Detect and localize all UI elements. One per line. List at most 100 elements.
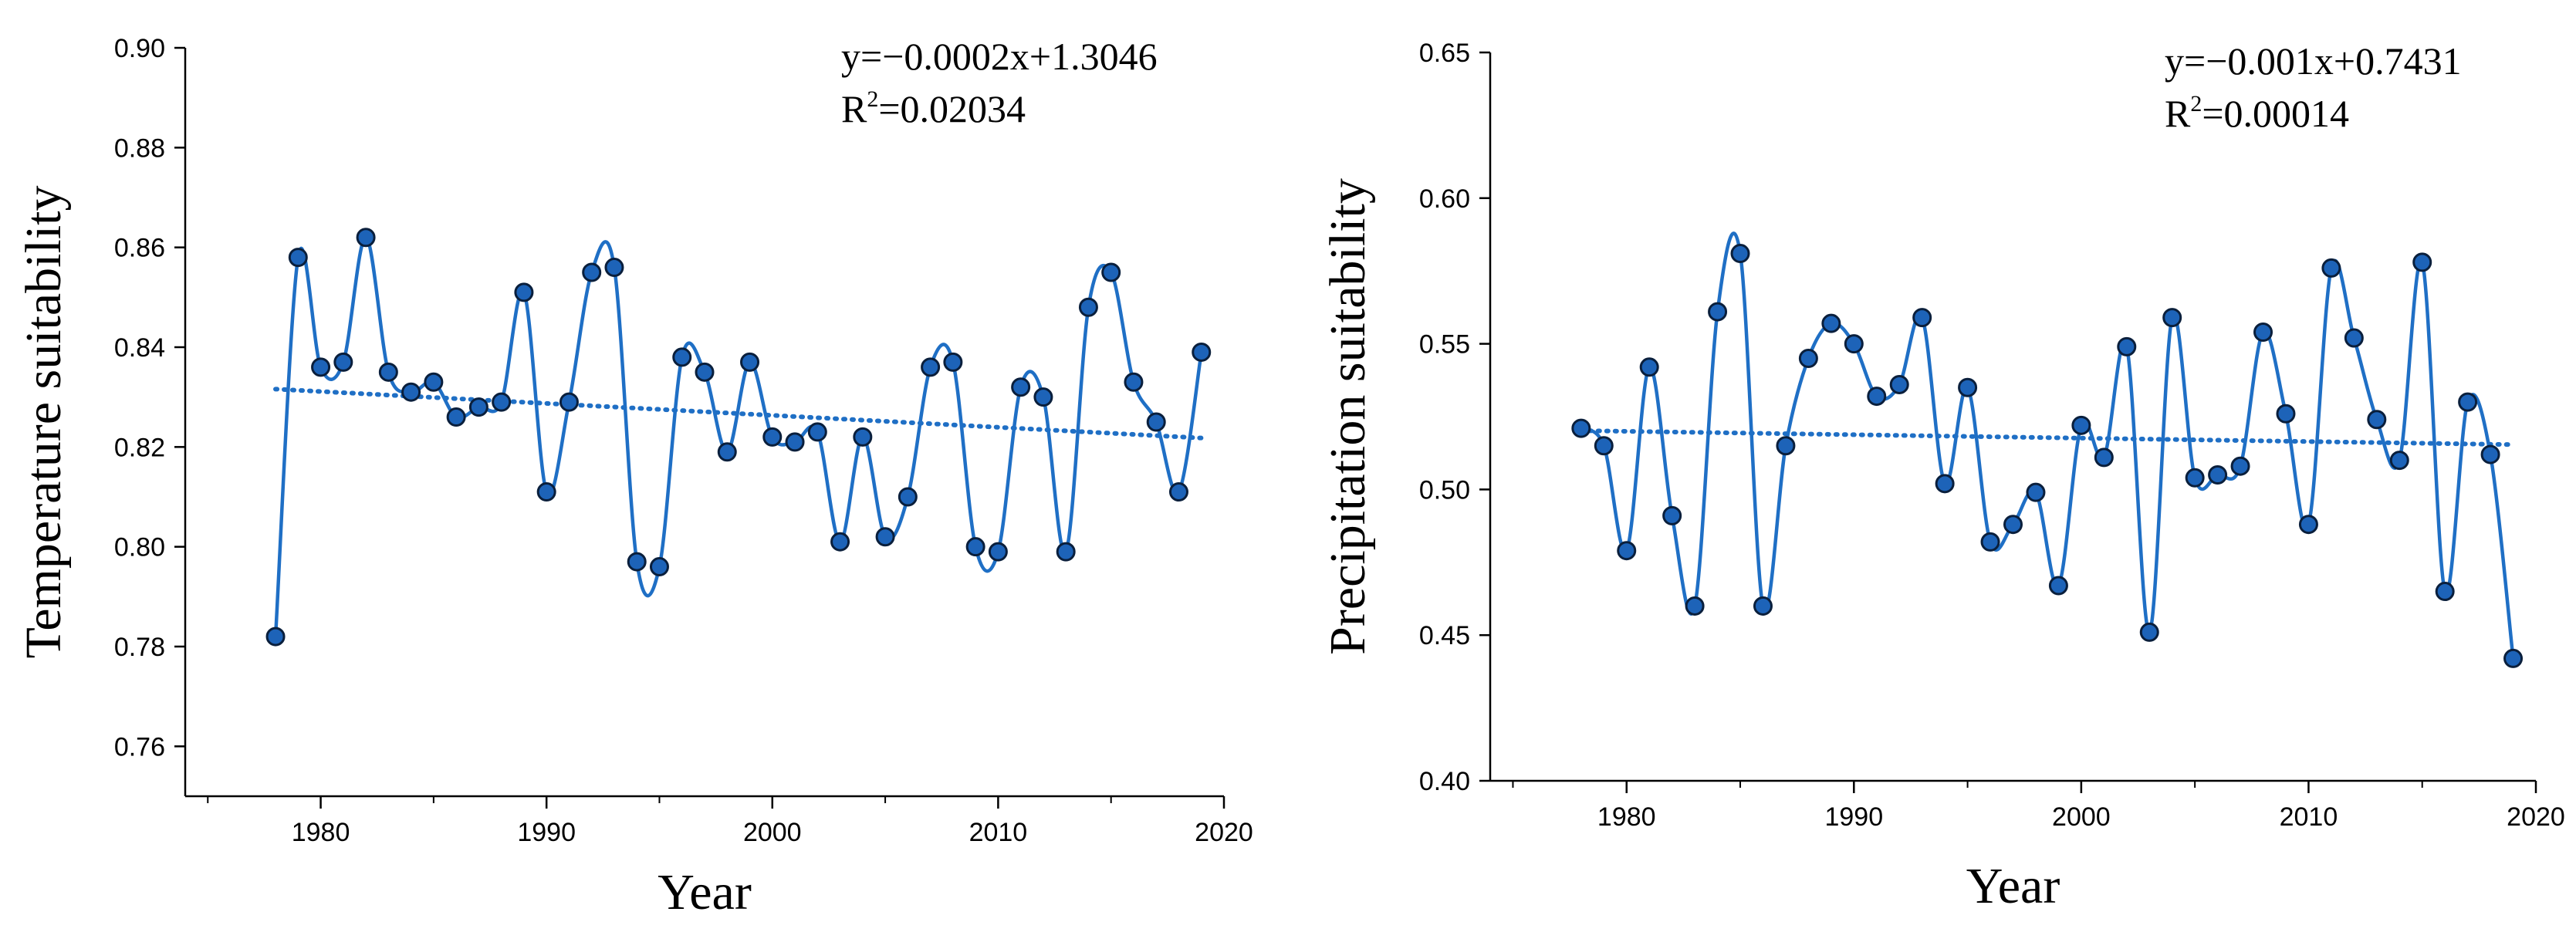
precipitation-data-point: 2019: 0.442 (2503, 648, 2524, 668)
precipitation-data-point: 1988: 0.545 (1798, 348, 1818, 368)
temperature-data-point: 1981: 0.837 (333, 352, 353, 372)
precipitation-x-tick-label: 1980 (1597, 802, 1656, 832)
temperature-y-tick-label: 0.90 (114, 34, 165, 63)
temperature-y-tick-label: 0.82 (114, 433, 165, 462)
temperature-data-point: 1989: 0.851 (514, 282, 534, 302)
temperature-data-point: 2005: 0.802 (875, 527, 895, 547)
precipitation-data-point: 2005: 0.504 (2185, 468, 2205, 488)
temperature-x-tick-label: 2020 (1195, 818, 1253, 847)
temperature-data-point: 2009: 0.8 (965, 537, 985, 557)
precipitation-data-point: 1995: 0.535 (1958, 377, 1978, 397)
precipitation-data-point: 2002: 0.549 (2117, 336, 2137, 356)
precipitation-trend-line (1578, 428, 2516, 447)
precipitation-data-point: 1996: 0.482 (1980, 532, 2000, 552)
temperature-data-point: 2000: 0.822 (762, 427, 783, 447)
temperature-trend-equation: y=−0.0002x+1.3046 (841, 35, 1158, 78)
precipitation-data-point: 1987: 0.515 (1776, 436, 1796, 456)
temperature-data-point: 2011: 0.832 (1011, 377, 1031, 397)
temperature-y-tick-label: 0.80 (114, 533, 165, 562)
temperature-data-point: 1991: 0.829 (559, 392, 579, 412)
precipitation-x-tick-label: 2020 (2507, 802, 2565, 832)
temperature-data-point: 1997: 0.835 (695, 362, 715, 382)
precipitation-data-point: 1997: 0.488 (2003, 515, 2023, 535)
precipitation-data-point: 2004: 0.559 (2162, 308, 2182, 328)
precipitation-y-tick-label: 0.60 (1419, 184, 1470, 214)
temperature-data-point: 2007: 0.836 (921, 357, 941, 377)
temperature-data-point: 2006: 0.81 (898, 487, 918, 507)
temperature-data-point: 1983: 0.835 (378, 362, 398, 382)
temperature-data-point: 1984: 0.831 (401, 382, 421, 402)
precipitation-data-point: 2003: 0.451 (2139, 622, 2159, 642)
temperature-data-point: 1980: 0.836 (311, 357, 331, 377)
temperature-data-point: 2002: 0.823 (807, 422, 827, 442)
precipitation-data-point: 2012: 0.552 (2344, 328, 2364, 348)
temperature-data-point: 1987: 0.828 (468, 397, 488, 417)
precipitation-trend-equation: y=−0.001x+0.7431 (2165, 39, 2462, 83)
precipitation-data-point: 1998: 0.499 (2026, 482, 2046, 502)
temperature-data-point: 1995: 0.796 (649, 557, 669, 577)
precipitation-y-tick-label: 0.45 (1419, 621, 1470, 650)
precipitation-data-point: 2009: 0.526 (2276, 404, 2296, 424)
precipitation-x-tick-label: 2000 (2052, 802, 2111, 832)
precipitation-data-point: 1994: 0.502 (1935, 474, 1955, 494)
temperature-data-point: 2008: 0.837 (943, 352, 963, 372)
precipitation-x-axis-title: Year (1966, 858, 2060, 914)
precipitation-data-point: 1981: 0.542 (1639, 357, 1659, 377)
temperature-y-axis-title: Temperature suitability (15, 185, 72, 658)
temperature-data-point: 2016: 0.833 (1124, 372, 1144, 392)
precipitation-data-point: 1979: 0.515 (1594, 436, 1614, 456)
temperature-data-point: 2017: 0.825 (1146, 412, 1166, 432)
temperature-data-point: 2019: 0.839 (1192, 342, 1212, 362)
precipitation-data-point: 1986: 0.46 (1753, 596, 1773, 616)
temperature-series-line (273, 235, 1203, 637)
precipitation-x-tick-label: 1990 (1824, 802, 1883, 832)
temperature-data-point: 1978: 0.782 (265, 626, 286, 647)
temperature-data-point: 2012: 0.83 (1033, 387, 1053, 407)
precipitation-data-point: 1993: 0.559 (1912, 308, 1932, 328)
precipitation-y-tick-label: 0.65 (1419, 39, 1470, 68)
precipitation-data-point: 2018: 0.512 (2480, 444, 2500, 464)
precipitation-data-point: 1980: 0.479 (1617, 541, 1637, 561)
temperature-chart-panel: 0.76 0.78 0.80 0.82 0.84 0.86 0.88 0.90 1980 1990… (15, 34, 1253, 920)
precipitation-x-tick-label: 2010 (2280, 802, 2338, 832)
precipitation-data-point: 2017: 0.53 (2458, 392, 2478, 412)
precipitation-data-point: 1982: 0.491 (1662, 505, 1682, 525)
precipitation-data-point: 2015: 0.578 (2412, 252, 2432, 272)
temperature-y-tick-label: 0.86 (114, 234, 165, 263)
precipitation-data-point: 1984: 0.561 (1708, 302, 1728, 322)
precipitation-data-point: 2008: 0.554 (2253, 322, 2273, 342)
precipitation-data-point: 2014: 0.51 (2389, 451, 2409, 471)
precipitation-data-point: 1989: 0.557 (1821, 313, 1841, 333)
precipitation-data-point: 2006: 0.505 (2208, 465, 2228, 485)
temperature-x-tick-label: 2010 (969, 818, 1028, 847)
temperature-data-point: 2015: 0.855 (1101, 262, 1121, 282)
precipitation-y-tick-label: 0.50 (1419, 475, 1470, 505)
precipitation-data-point: 1983: 0.46 (1685, 596, 1705, 616)
precipitation-data-point: 1999: 0.467 (2048, 576, 2068, 596)
temperature-data-point: 2003: 0.801 (830, 532, 850, 552)
precipitation-y-tick-label: 0.40 (1419, 767, 1470, 796)
temperature-data-point: 1988: 0.829 (492, 392, 512, 412)
temperature-data-point: 2001: 0.821 (785, 432, 805, 452)
temperature-data-point: 1990: 0.811 (536, 482, 556, 502)
precipitation-data-point: 2000: 0.522 (2071, 415, 2091, 435)
precipitation-r-squared: R2=0.00014 (2165, 91, 2349, 135)
temperature-data-point: 1985: 0.833 (424, 372, 444, 392)
temperature-data-point: 2013: 0.799 (1056, 542, 1076, 562)
temperature-y-tick-label: 0.76 (114, 732, 165, 762)
temperature-data-point: 1998: 0.819 (717, 442, 737, 462)
temperature-data-point: 1979: 0.858 (288, 248, 308, 268)
precipitation-y-tick-label: 0.55 (1419, 330, 1470, 360)
precipitation-data-point: 1990: 0.55 (1844, 334, 1864, 354)
temperature-data-point: 2018: 0.811 (1168, 482, 1188, 502)
temperature-data-point: 1996: 0.838 (672, 347, 692, 367)
precipitation-data-point: 2001: 0.511 (2094, 447, 2114, 468)
precipitation-y-axis-title: Precipitation suitability (1320, 178, 1376, 655)
precipitation-data-point: 1985: 0.581 (1730, 244, 1750, 264)
precipitation-series-line (1580, 231, 2515, 659)
temperature-data-point: 2010: 0.799 (988, 542, 1008, 562)
precipitation-data-point: 2007: 0.508 (2230, 456, 2250, 476)
precipitation-chart-panel: 0.40 0.45 0.50 0.55 0.60 0.65 1980 1990 2000 2010… (1320, 39, 2565, 914)
temperature-data-point: 1999: 0.837 (740, 352, 760, 372)
